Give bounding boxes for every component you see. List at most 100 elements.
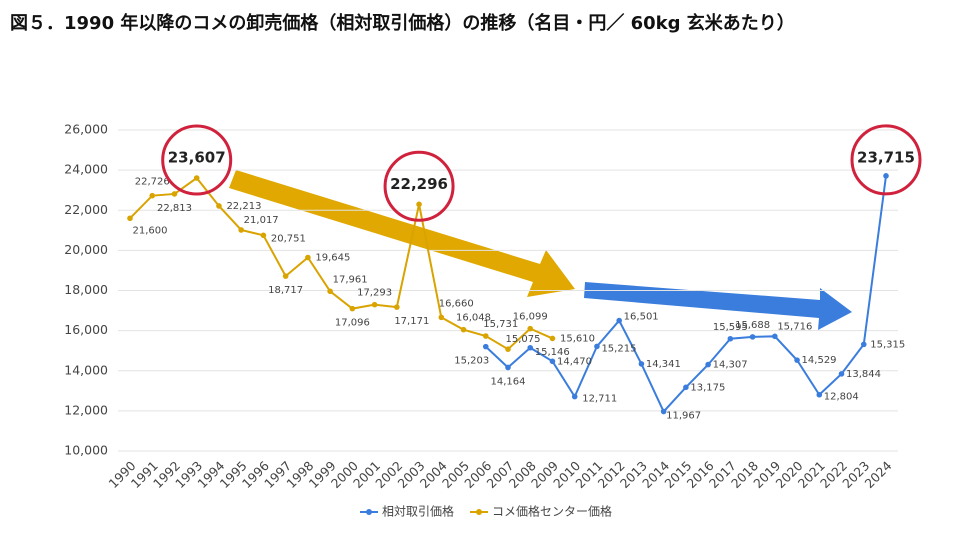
data-point (794, 357, 800, 363)
data-point (260, 232, 267, 239)
data-point (816, 391, 823, 398)
data-point (594, 343, 600, 350)
data-label: 15,595 (713, 322, 748, 333)
data-label: 17,096 (335, 318, 370, 329)
data-label: 15,075 (506, 334, 541, 345)
data-label: 22,813 (157, 203, 192, 214)
y-tick-label: 20,000 (64, 242, 108, 257)
y-tick-label: 12,000 (64, 402, 108, 417)
data-label: 15,731 (483, 319, 518, 330)
data-point (238, 227, 244, 233)
data-point (838, 371, 845, 377)
data-point (149, 192, 156, 199)
data-label: 15,146 (535, 347, 570, 358)
highlight-circle (383, 150, 455, 222)
data-point (193, 175, 200, 181)
data-point (638, 361, 645, 367)
highlight-label: 22,296 (390, 175, 448, 193)
blue-arrow (584, 282, 852, 330)
data-label: 17,293 (357, 288, 392, 299)
data-label: 15,688 (735, 320, 770, 331)
data-label: 15,203 (454, 356, 489, 367)
data-label: 16,048 (456, 313, 491, 324)
legend-label: 相対取引価格 (382, 504, 454, 519)
data-label: 20,751 (271, 233, 306, 244)
data-label: 14,341 (646, 359, 681, 370)
data-point (549, 358, 556, 365)
y-tick-label: 18,000 (64, 282, 108, 297)
highlight-label: 23,715 (857, 148, 915, 166)
data-label: 21,600 (133, 225, 168, 236)
orange-arrow (229, 170, 575, 297)
data-point (394, 304, 400, 310)
data-label: 17,961 (333, 274, 368, 285)
data-label: 16,660 (439, 298, 474, 309)
y-tick-label: 26,000 (64, 122, 108, 137)
data-label: 22,726 (135, 177, 170, 188)
data-point (282, 273, 289, 279)
data-label: 17,171 (394, 316, 429, 327)
data-point (482, 333, 489, 339)
data-label: 14,164 (491, 376, 526, 387)
data-label: 16,501 (624, 312, 659, 323)
data-point (727, 335, 734, 342)
data-point (505, 364, 511, 371)
data-label: 15,315 (870, 339, 905, 350)
data-point (527, 325, 534, 332)
y-tick-label: 16,000 (64, 322, 108, 337)
data-label: 11,967 (666, 411, 701, 422)
data-label: 18,717 (268, 285, 303, 296)
data-point (860, 341, 867, 348)
highlight-circle (161, 124, 233, 196)
trend-arrows (229, 170, 852, 330)
data-point (883, 173, 889, 179)
data-label: 12,804 (824, 392, 859, 403)
data-point (216, 203, 222, 209)
series-line (129, 176, 553, 351)
data-label: 14,307 (713, 360, 748, 371)
data-point (660, 408, 667, 415)
data-point (416, 201, 422, 208)
data-point (482, 343, 489, 350)
data-label: 12,711 (582, 394, 617, 405)
data-point (549, 335, 556, 342)
legend-marker (366, 509, 372, 515)
data-point (571, 393, 578, 400)
y-tick-label: 14,000 (64, 362, 108, 377)
data-point (171, 191, 178, 197)
highlight-label: 23,607 (168, 149, 226, 167)
data-point (327, 288, 333, 295)
data-point (127, 215, 133, 222)
data-point (705, 361, 711, 368)
data-label: 14,470 (557, 356, 592, 367)
data-label: 22,213 (226, 201, 261, 212)
chart-title: 図５．1990 年以降のコメの卸売価格（相対取引価格）の推移（名目・円／ 60k… (10, 12, 795, 34)
data-point (683, 384, 689, 391)
data-point (349, 305, 356, 312)
data-label: 15,215 (601, 343, 636, 354)
data-label: 19,645 (315, 252, 350, 263)
data-label: 15,610 (560, 333, 595, 344)
y-tick-label: 10,000 (64, 443, 108, 458)
legend-label: コメ価格センター価格 (492, 504, 612, 519)
data-point (749, 334, 756, 340)
y-tick-label: 24,000 (64, 162, 108, 177)
data-point (371, 301, 378, 308)
data-point (772, 333, 778, 340)
data-label: 21,017 (244, 215, 279, 226)
y-tick-label: 22,000 (64, 202, 108, 217)
data-point (460, 326, 467, 333)
data-point (305, 254, 311, 261)
data-point (527, 344, 534, 351)
data-label: 16,099 (513, 312, 548, 323)
data-point (438, 314, 445, 321)
data-point (505, 346, 511, 352)
data-label: 13,175 (690, 382, 725, 393)
data-label: 15,716 (777, 321, 812, 332)
legend-marker (476, 509, 483, 515)
data-label: 14,529 (802, 355, 837, 366)
data-point (616, 317, 622, 324)
highlight-circle (850, 124, 922, 196)
data-label: 13,844 (846, 369, 881, 380)
